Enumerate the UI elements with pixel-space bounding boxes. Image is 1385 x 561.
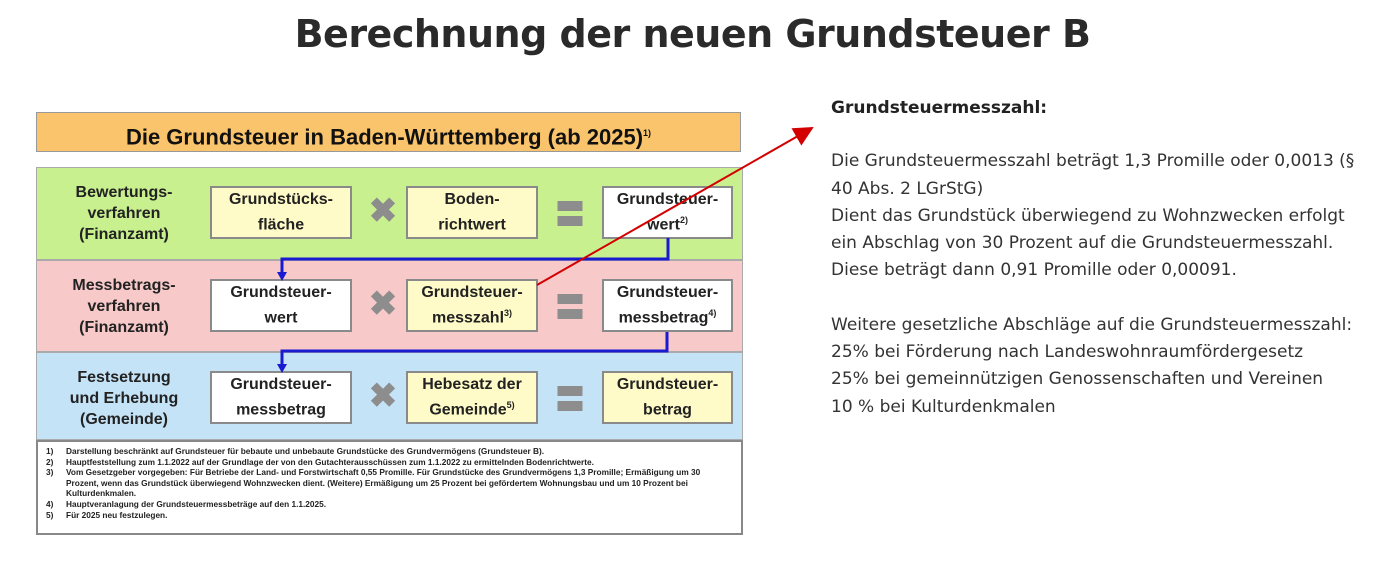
multiply-icon: ✖ <box>368 285 398 323</box>
term-footnote: 3) <box>504 308 513 319</box>
term-box: Grundsteuer- messbetrag <box>210 371 352 424</box>
equals-icon: 〓 <box>555 199 585 232</box>
term-label: Grundsteuer- wert <box>230 284 332 327</box>
explanation-heading: Grundsteuermesszahl: <box>831 98 1048 118</box>
row-label: Festsetzung und Erhebung (Gemeinde) <box>69 369 179 428</box>
row-label: Messbetrags- verfahren (Finanzamt) <box>72 277 176 336</box>
footnote-number: 3) <box>46 467 54 478</box>
equals-icon: 〓 <box>555 384 585 417</box>
term-text: Grundsteuer- messzahl3) <box>421 282 522 328</box>
footnotes: 1) Darstellung beschränkt auf Grundsteuer… <box>36 440 743 535</box>
term-footnote: 2) <box>679 215 688 226</box>
term-box: Grundsteuer- messzahl3) <box>406 279 538 332</box>
term-label: Grundsteuer- messzahl <box>421 284 523 327</box>
term-text: Grundsteuer- betrag <box>617 374 718 420</box>
explanation-paragraph-2: Weitere gesetzliche Abschläge auf die Gr… <box>831 314 1353 417</box>
term-text: Hebesatz der Gemeinde5) <box>422 374 522 420</box>
footnote-text: Vom Gesetzgeber vorgegeben: Für Betriebe… <box>66 467 701 499</box>
term-text: Grundsteuer- messbetrag <box>230 374 331 420</box>
footnote-number: 5) <box>46 509 54 520</box>
footnote-text: Hauptfeststellung zum 1.1.2022 auf der G… <box>66 456 594 467</box>
term-box: Grundsteuer- wert <box>210 279 352 332</box>
footnote-number: 1) <box>46 446 54 456</box>
explanation-panel: Grundsteuermesszahl: Die Grundsteuermess… <box>831 95 1371 421</box>
term-box: Boden- richtwert <box>406 186 538 239</box>
term-label: Grundsteuer- messbetrag <box>616 284 719 327</box>
arrowhead-row3 <box>277 364 287 373</box>
footnote: 2) Hauptfeststellung zum 1.1.2022 auf der… <box>46 457 733 468</box>
term-text: Grundsteuer- messbetrag4) <box>617 282 718 328</box>
term-text: Grundstücks- fläche <box>229 189 333 235</box>
multiply-icon: ✖ <box>368 377 398 415</box>
equals-icon: 〓 <box>555 292 585 325</box>
footnote-text: Darstellung beschränkt auf Grundsteuer f… <box>66 446 545 456</box>
connector-row2-row3 <box>280 332 669 367</box>
row-label: Bewertungs- verfahren (Finanzamt) <box>75 184 173 243</box>
term-label: Grundstücks- fläche <box>228 191 333 234</box>
page-title: Berechnung der neuen Grundsteuer B <box>294 12 1091 56</box>
term-box: Grundsteuer- betrag <box>602 371 733 424</box>
term-box: Grundstücks- fläche <box>210 186 352 239</box>
footnote: 3) Vom Gesetzgeber vorgegeben: Für Betrie… <box>46 467 733 499</box>
footnote-text: Hauptveranlagung der Grundsteuermessbetr… <box>66 498 327 509</box>
term-footnote: 5) <box>506 400 515 411</box>
diagram-header-text: Die Grundsteuer in Baden-Württemberg (ab… <box>125 124 644 150</box>
footnote-number: 4) <box>46 498 54 509</box>
footnote-number: 2) <box>46 456 54 467</box>
term-label: Boden- richtwert <box>438 191 506 234</box>
term-box: Grundsteuer- messbetrag4) <box>602 279 733 332</box>
footnote: 5) Für 2025 neu festzulegen. <box>46 510 733 521</box>
footnote: 1) Darstellung beschränkt auf Grundsteuer… <box>46 446 733 457</box>
term-label: Hebesatz der Gemeinde <box>422 376 522 419</box>
footnote-text: Für 2025 neu festzulegen. <box>66 509 168 520</box>
term-text: Boden- richtwert <box>438 189 506 235</box>
term-box: Hebesatz der Gemeinde5) <box>406 371 538 424</box>
term-box: Grundsteuer- wert2) <box>602 186 733 239</box>
term-text: Grundsteuer- wert <box>230 282 331 328</box>
term-label: Grundsteuer- messbetrag <box>230 376 332 419</box>
arrowhead-row2 <box>277 272 287 281</box>
term-footnote: 4) <box>708 308 717 319</box>
connector-row1-row2 <box>280 238 670 276</box>
footnote: 4) Hauptveranlagung der Grundsteuermessbe… <box>46 499 733 510</box>
red-pointer-arrow <box>536 127 814 286</box>
multiply-icon: ✖ <box>368 192 398 230</box>
term-label: Grundsteuer- betrag <box>616 376 719 419</box>
explanation-paragraph-1: Die Grundsteuermesszahl beträgt 1,3 Prom… <box>831 151 1355 281</box>
diagram-header: Die Grundsteuer in Baden-Württemberg (ab… <box>36 112 741 152</box>
diagram-header-sup: 1) <box>643 128 652 138</box>
